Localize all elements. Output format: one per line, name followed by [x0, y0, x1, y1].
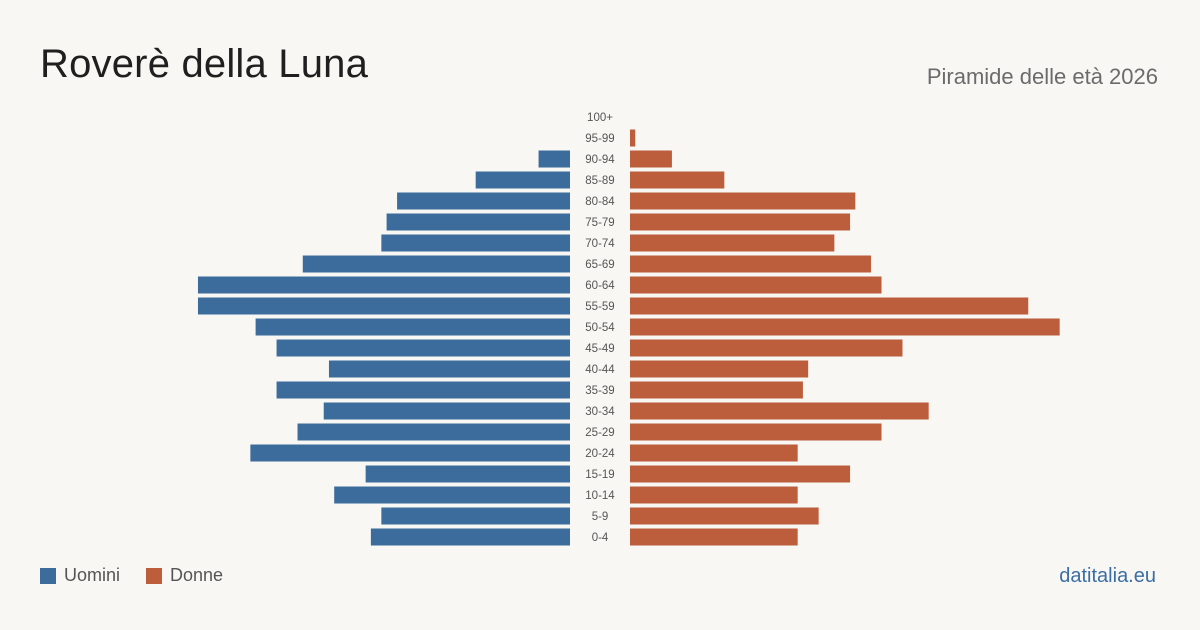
age-tick-label: 50-54 — [585, 322, 615, 334]
age-tick-label: 65-69 — [585, 259, 614, 271]
source-link[interactable]: datitalia.eu — [1059, 565, 1156, 587]
bar-men — [323, 402, 570, 420]
bar-men — [538, 150, 570, 168]
bar-women — [630, 381, 803, 399]
chart-subtitle: Piramide delle età 2026 — [926, 64, 1158, 89]
bar-women — [630, 528, 798, 546]
bar-men — [370, 528, 570, 546]
bar-men — [381, 507, 570, 525]
age-tick-label: 90-94 — [585, 154, 615, 166]
age-tick-label: 75-79 — [585, 217, 614, 229]
bar-men — [328, 360, 570, 378]
age-tick-label: 15-19 — [585, 469, 614, 481]
age-tick-label: 30-34 — [585, 406, 615, 418]
bar-women — [630, 360, 809, 378]
legend-item-men: Uomini — [40, 565, 120, 586]
bar-men — [475, 171, 570, 189]
bar-women — [630, 297, 1029, 315]
bar-men — [255, 318, 570, 336]
bar-men — [276, 381, 570, 399]
bar-women — [630, 129, 636, 147]
age-tick-label: 45-49 — [585, 343, 614, 355]
age-tick-label: 5-9 — [592, 511, 609, 523]
bar-women — [630, 192, 856, 210]
age-tick-label: 55-59 — [585, 301, 614, 313]
legend-label-men: Uomini — [64, 565, 121, 585]
bar-men — [197, 297, 570, 315]
age-tick-label: 40-44 — [585, 364, 615, 376]
age-tick-label: 100+ — [587, 112, 613, 124]
bar-women — [630, 213, 851, 231]
bar-women — [630, 423, 882, 441]
age-tick-label: 60-64 — [585, 280, 615, 292]
age-tick-label: 0-4 — [592, 532, 609, 544]
bar-women — [630, 276, 882, 294]
bar-men — [365, 465, 570, 483]
age-tick-label: 80-84 — [585, 196, 615, 208]
bar-men — [276, 339, 570, 357]
bar-men — [397, 192, 570, 210]
bar-women — [630, 255, 872, 273]
legend-label-women: Donne — [170, 565, 224, 585]
age-tick-label: 10-14 — [585, 490, 615, 502]
bar-women — [630, 150, 672, 168]
bar-women — [630, 318, 1060, 336]
bar-men — [250, 444, 571, 462]
bar-women — [630, 171, 725, 189]
legend-swatch-men — [40, 567, 56, 584]
bar-women — [630, 339, 903, 357]
age-tick-label: 35-39 — [585, 385, 614, 397]
bar-women — [630, 465, 851, 483]
legend-swatch-women — [146, 567, 163, 584]
age-tick-label: 25-29 — [585, 427, 614, 439]
legend: Uomini Donne — [40, 565, 249, 586]
bar-men — [386, 213, 570, 231]
bar-men — [297, 423, 570, 441]
bar-men — [197, 276, 570, 294]
age-tick-label: 70-74 — [585, 238, 615, 250]
bar-men — [334, 486, 570, 504]
bar-women — [630, 444, 798, 462]
bar-women — [630, 486, 798, 504]
chart-title: Roverè della Luna — [40, 42, 369, 86]
bar-men — [302, 255, 570, 273]
age-tick-label: 85-89 — [585, 175, 614, 187]
age-tick-label: 95-99 — [585, 133, 614, 145]
bar-women — [630, 234, 835, 252]
age-tick-label: 20-24 — [585, 448, 615, 460]
legend-item-women: Donne — [146, 565, 223, 586]
bar-women — [630, 402, 929, 420]
bar-men — [381, 234, 570, 252]
bar-women — [630, 507, 819, 525]
